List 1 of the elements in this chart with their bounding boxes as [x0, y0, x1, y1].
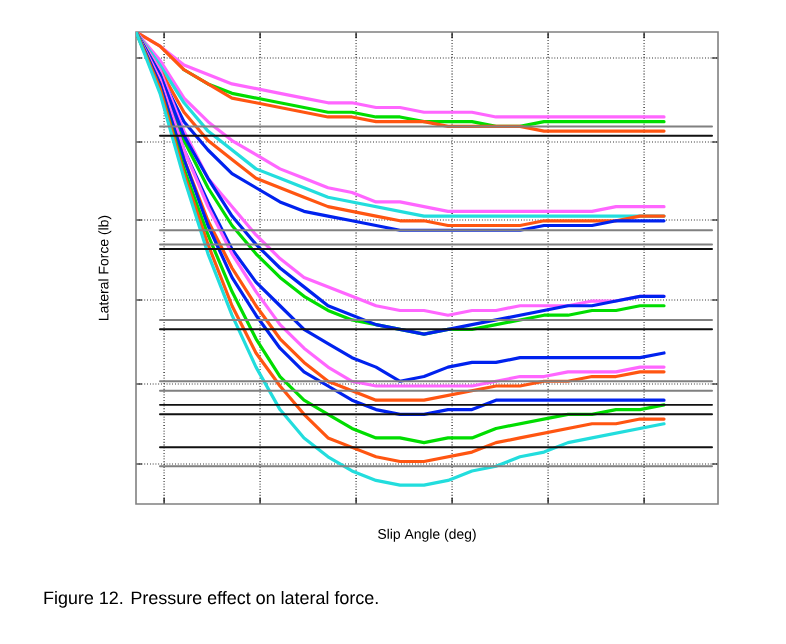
caption: Figure 12. Pressure effect on lateral force. — [44, 591, 378, 608]
